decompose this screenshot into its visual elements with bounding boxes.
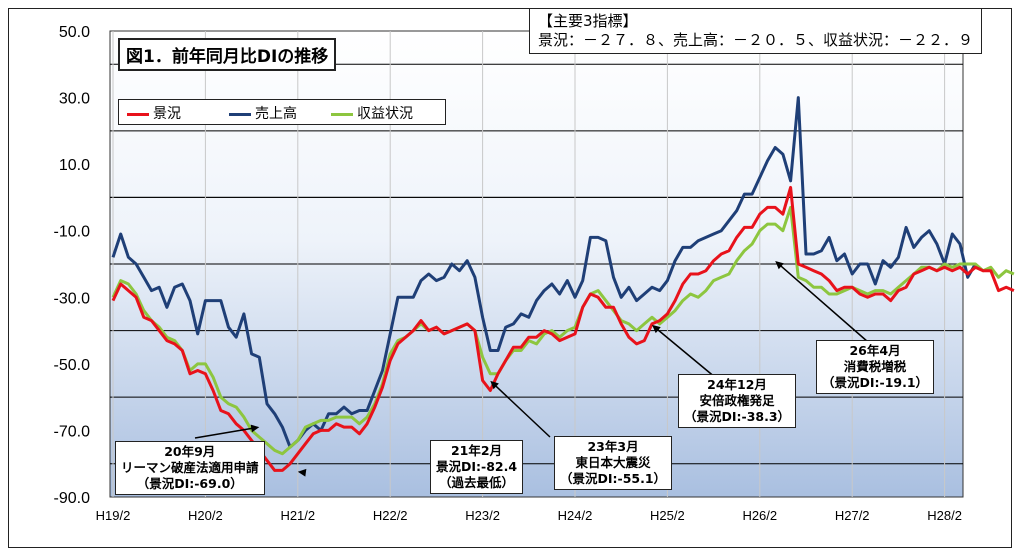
y-tick-label: -70.0 — [54, 423, 91, 440]
legend-item-keikyo: 景況 — [127, 103, 181, 123]
annotation-arrows — [194, 261, 869, 477]
y-tick-label: 10.0 — [59, 157, 90, 174]
y-axis: 50.0 30.0 10.0 -10.0 -30.0 -50.0 -70.0 -90.0 — [54, 24, 91, 507]
annotation-lehman: 20年9月 リーマン破産法適用申請 （景況DI:-69.0） — [115, 441, 265, 495]
annotation-line: 消費税増税 — [843, 359, 907, 374]
y-tick-label: -50.0 — [54, 357, 91, 374]
chart-title: 図1．前年同月比DIの推移 — [118, 38, 337, 71]
x-tick-label: H24/2 — [558, 508, 593, 523]
legend-swatch — [229, 112, 251, 116]
annotation-line: （景況DI:-19.1） — [822, 375, 929, 390]
legend-item-shueki: 収益状況 — [331, 103, 413, 123]
y-tick-label: 50.0 — [59, 24, 90, 41]
annotation-line: 23年3月 — [587, 439, 639, 454]
annotation-abe-government: 24年12月 安倍政権発足 （景況DI:-38.3） — [678, 374, 797, 428]
annotation-arrow-head — [775, 261, 784, 270]
key-indicators-text: 景況：－２７．８、売上高：－２０．５、収益状況：－２２．９ — [538, 31, 974, 49]
annotation-line: 景況DI:-82.4 — [436, 459, 518, 474]
x-tick-label: H22/2 — [373, 508, 408, 523]
annotation-line: 安倍政権発足 — [699, 393, 775, 408]
annotation-earthquake: 23年3月 東日本大震災 （景況DI:-55.1） — [554, 436, 673, 490]
series-line — [111, 96, 977, 449]
legend-item-uriage: 売上高 — [229, 103, 297, 123]
annotation-line: （景況DI:-69.0） — [136, 476, 243, 491]
annotation-line: 24年12月 — [707, 377, 767, 392]
annotation-line: 20年9月 — [164, 444, 216, 459]
legend-label: 売上高 — [255, 106, 297, 122]
x-tick-label: H26/2 — [742, 508, 777, 523]
legend-label: 収益状況 — [357, 106, 413, 122]
x-tick-label: H28/2 — [927, 508, 962, 523]
annotation-arrow-shaft — [656, 328, 717, 379]
x-tick-label: H19/2 — [96, 508, 131, 523]
annotation-arrow-head — [652, 324, 661, 334]
annotation-line: 26年4月 — [849, 343, 901, 358]
x-tick-label: H21/2 — [280, 508, 315, 523]
annotation-line: 東日本大震災 — [575, 455, 651, 470]
x-axis: H19/2 H20/2 H21/2 H22/2 H23/2 H24/2 H25/2 H26/2… — [96, 508, 962, 523]
x-tick-label: H20/2 — [188, 508, 223, 523]
annotation-arrow-head — [297, 468, 307, 477]
annotation-arrow-shaft — [194, 427, 254, 439]
annotation-line: （過去最低） — [439, 475, 515, 490]
legend-swatch — [127, 112, 149, 116]
legend-label: 景況 — [153, 106, 181, 122]
y-tick-label: -90.0 — [54, 490, 91, 507]
annotation-consumption-tax: 26年4月 消費税増税 （景況DI:-19.1） — [816, 340, 935, 394]
annotation-arrow-shaft — [494, 384, 551, 438]
annotation-arrow-head — [490, 380, 499, 390]
key-indicators-box: 【主要3指標】 景況：－２７．８、売上高：－２０．５、収益状況：－２２．９ — [529, 8, 983, 54]
y-tick-label: 30.0 — [59, 91, 90, 108]
x-tick-label: H23/2 — [465, 508, 500, 523]
annotation-line: リーマン破産法適用申請 — [121, 460, 259, 475]
annotation-line: （景況DI:-38.3） — [684, 409, 791, 424]
annotation-arrow-head — [250, 424, 260, 433]
legend: 景況 売上高 収益状況 — [118, 99, 446, 125]
x-tick-label: H25/2 — [650, 508, 685, 523]
annotation-line: 21年2月 — [450, 443, 503, 458]
annotation-line: （景況DI:-55.1） — [560, 471, 667, 486]
y-tick-label: -10.0 — [54, 224, 91, 241]
legend-swatch — [331, 112, 353, 116]
x-tick-label: H27/2 — [835, 508, 870, 523]
annotation-arrow-shaft — [779, 264, 869, 343]
series-line — [111, 205, 1015, 456]
y-tick-label: -30.0 — [54, 290, 91, 307]
key-indicators-heading: 【主要3指標】 — [538, 12, 638, 30]
annotation-record-low: 21年2月 景況DI:-82.4 （過去最低） — [430, 440, 524, 494]
